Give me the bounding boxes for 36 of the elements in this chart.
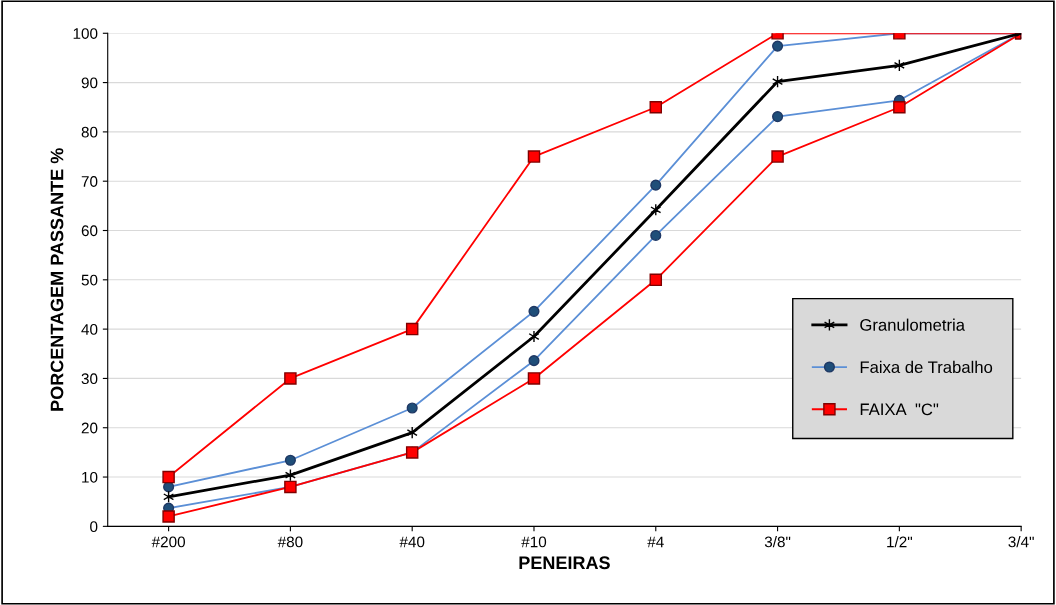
point — [771, 150, 784, 163]
x-tick-label: #80 — [277, 536, 303, 548]
point — [649, 273, 663, 287]
x-tick-label: #4 — [647, 536, 664, 548]
point — [162, 510, 175, 523]
x-tick-label: #200 — [151, 536, 186, 548]
y-tick-label: 0 — [90, 521, 98, 533]
y-tick-label: 20 — [81, 422, 98, 434]
y-tick-label: 70 — [81, 176, 98, 187]
x-tick-label: #40 — [399, 536, 425, 548]
y-tick-label: 50 — [81, 274, 98, 286]
y-tick-label: 100 — [73, 28, 98, 39]
x-tick-label: 3/8" — [764, 536, 791, 548]
point — [405, 322, 419, 336]
legend-label: Granulometria — [860, 318, 966, 331]
point — [527, 150, 541, 163]
point — [528, 330, 540, 343]
point — [406, 426, 418, 439]
x-tick-label: 1/2" — [887, 536, 913, 548]
y-tick-label: 90 — [81, 77, 98, 89]
point — [649, 100, 663, 114]
x-tick-label: #10 — [521, 536, 547, 548]
x-axis-title: PENEIRAS — [519, 556, 610, 570]
legend-label: FAIXA "C" — [860, 403, 939, 416]
legend-label: Faixa de Trabalho — [860, 360, 993, 374]
point — [162, 470, 175, 484]
x-tick-label: 3/4" — [1008, 536, 1034, 548]
y-tick-label: 40 — [81, 323, 98, 335]
y-tick-label: 80 — [81, 126, 98, 138]
y-tick-label: 10 — [82, 471, 98, 483]
point — [893, 100, 906, 114]
y-axis-title: PORCENTAGEM PASSANTE % — [50, 148, 64, 411]
y-tick-label: 60 — [81, 225, 98, 237]
point — [527, 372, 541, 385]
point — [284, 372, 297, 385]
y-tick-label: 30 — [81, 373, 98, 385]
